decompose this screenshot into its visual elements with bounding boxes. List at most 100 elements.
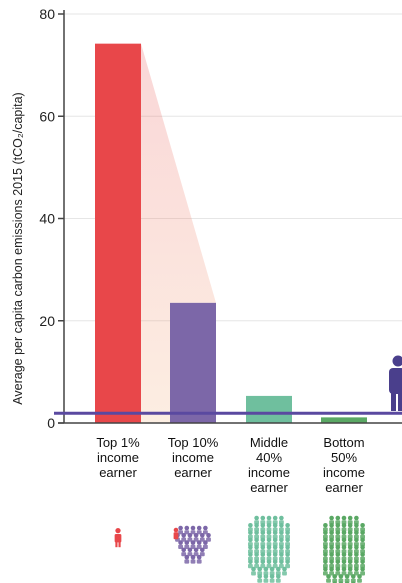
crowd-body — [173, 532, 179, 540]
crowd-head — [196, 525, 202, 531]
crowd-head — [341, 523, 347, 528]
category-label: income — [97, 450, 139, 465]
crowd-head — [360, 559, 365, 565]
crowd-body — [251, 571, 256, 576]
category-label: 40% — [256, 450, 282, 465]
crowd-head — [200, 533, 205, 538]
crowd-head — [285, 552, 290, 557]
category-label: earner — [174, 465, 212, 480]
crowd-head — [254, 559, 259, 565]
crowd-head — [347, 559, 353, 565]
category-label: income — [248, 465, 290, 480]
crowd-head — [354, 530, 359, 535]
bar-2 — [246, 395, 292, 423]
crowd-head — [196, 540, 202, 545]
crowd-head — [329, 523, 334, 528]
crowd-head — [203, 525, 208, 531]
crowd-body — [275, 578, 281, 583]
crowd-body — [248, 564, 253, 569]
crowd-body — [285, 564, 290, 569]
crowd-head — [351, 574, 356, 579]
crowd-head — [282, 566, 287, 572]
crowd-head — [276, 566, 281, 572]
crowd-head — [260, 537, 266, 543]
crowd-head — [285, 544, 290, 550]
crowd-body — [181, 552, 187, 557]
category-label: Bottom — [323, 435, 364, 450]
crowd-body — [190, 530, 196, 535]
crowd-head — [181, 547, 186, 553]
category-label: earner — [250, 480, 288, 495]
crowd-head — [254, 515, 259, 521]
crowd-body — [178, 530, 183, 535]
crowd-icon — [173, 525, 211, 564]
category-label: Middle — [250, 435, 288, 450]
crowd-body — [260, 564, 266, 569]
category-icons — [114, 515, 365, 583]
crowd-head — [347, 523, 353, 528]
crowd-body — [254, 564, 259, 569]
crowd-body — [335, 571, 341, 576]
y-tick-label: 20 — [39, 313, 55, 329]
side-person-leg — [391, 390, 396, 411]
crowd-head — [323, 566, 328, 572]
crowd-head — [260, 515, 266, 521]
crowd-body — [263, 578, 269, 583]
crowd-body — [190, 544, 196, 549]
crowd-head — [181, 533, 186, 538]
crowd-head — [354, 523, 359, 528]
crowd-head — [260, 530, 266, 535]
crowd-head — [254, 537, 259, 543]
y-tick-label: 80 — [39, 6, 55, 22]
crowd-head — [190, 554, 196, 560]
crowd-body — [354, 571, 359, 576]
crowd-head — [326, 574, 331, 579]
category-label: income — [323, 465, 365, 480]
bars — [95, 43, 367, 424]
category-label: earner — [325, 480, 363, 495]
bar-0 — [95, 43, 141, 424]
crowd-head — [173, 527, 179, 533]
crowd-head — [190, 525, 196, 531]
side-person-head — [392, 355, 402, 367]
crowd-head — [279, 559, 284, 565]
crowd-body — [184, 530, 190, 535]
crowd-body — [187, 552, 193, 557]
crowd-head — [184, 540, 190, 545]
crowd-head — [187, 533, 193, 538]
crowd-head — [178, 540, 183, 545]
crowd-head — [338, 574, 344, 579]
crowd-head — [206, 533, 211, 538]
crowd-head — [279, 523, 284, 528]
crowd-head — [279, 552, 284, 557]
crowd-head — [341, 515, 347, 521]
crowd-body — [184, 544, 190, 549]
crowd-head — [272, 559, 278, 565]
crowd-head — [323, 559, 328, 565]
crowd-body — [329, 571, 334, 576]
crowd-head — [347, 515, 353, 521]
crowd-head — [323, 530, 328, 535]
crowd-head — [196, 554, 202, 560]
axes — [58, 10, 402, 424]
crowd-head — [276, 574, 281, 579]
crowd-head — [354, 559, 359, 565]
crowd-head — [335, 559, 341, 565]
crowd-body — [266, 564, 272, 569]
crowd-head — [360, 530, 365, 535]
person-head — [115, 528, 121, 534]
crowd-head — [266, 530, 272, 535]
person-icon — [114, 528, 122, 548]
crowd-body — [196, 559, 202, 564]
side-person-body — [389, 368, 402, 394]
crowd-body — [269, 578, 275, 583]
crowd-head — [178, 525, 183, 531]
crowd-body — [360, 571, 365, 576]
fan-shape — [141, 43, 216, 424]
crowd-body — [181, 537, 187, 542]
crowd-head — [335, 530, 341, 535]
crowd-head — [329, 530, 334, 535]
side-person-leg — [398, 390, 402, 411]
crowd-body — [341, 571, 347, 576]
crowd-head — [354, 566, 359, 572]
